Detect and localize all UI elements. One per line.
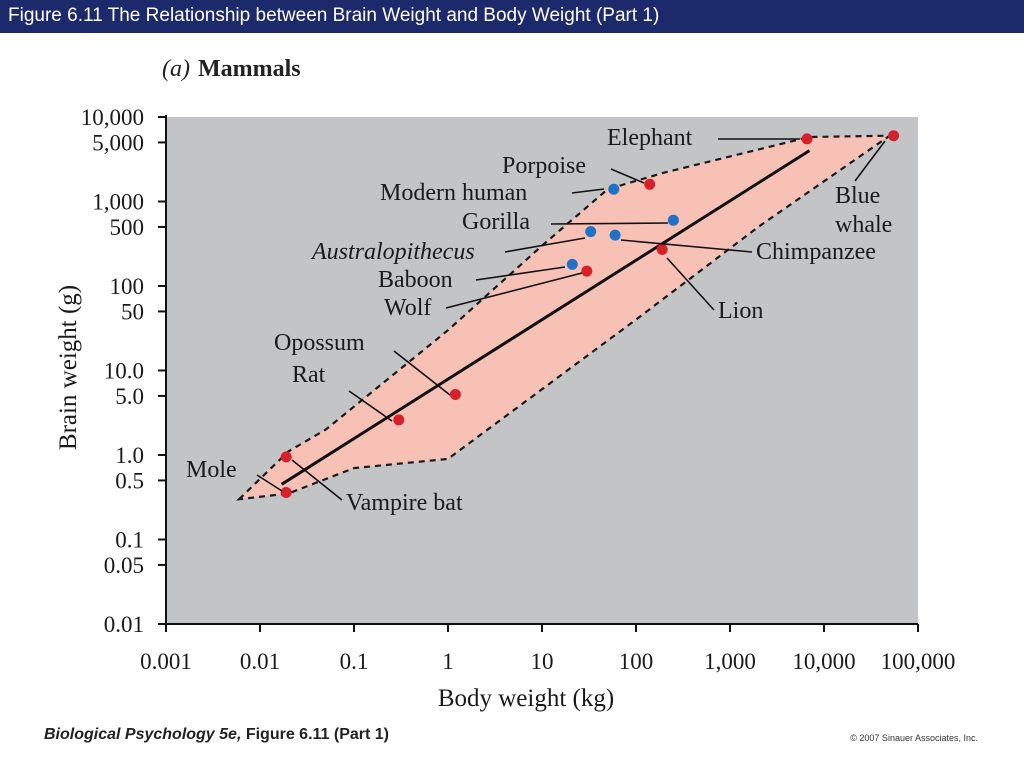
x-tick-label: 1,000	[704, 649, 756, 674]
leader-line-australopithecus	[504, 237, 586, 253]
x-tick-label: 100	[619, 649, 654, 674]
point-label-gorilla: Gorilla	[462, 209, 530, 235]
y-tick-label: 0.05	[104, 553, 144, 578]
leader-line-rat	[348, 390, 393, 422]
leader-line-wolf	[445, 272, 583, 309]
point-label-chimpanzee: Chimpanzee	[756, 239, 876, 265]
point-label-rat: Rat	[292, 362, 326, 388]
x-tick-label: 10,000	[792, 649, 855, 674]
point-label-modern-human: Modern human	[380, 180, 527, 206]
y-tick-label: 10.0	[104, 359, 144, 384]
data-point-modern-human	[608, 183, 620, 195]
panel-letter: (a)	[162, 56, 190, 82]
data-point-wolf	[581, 265, 593, 277]
leader-line-lion	[666, 257, 715, 311]
leader-line-vampire-bat	[291, 459, 343, 501]
y-tick-label: 5.0	[115, 384, 144, 409]
point-label-baboon: Baboon	[378, 267, 453, 293]
point-label-lion: Lion	[718, 298, 763, 324]
y-tick-label: 5,000	[92, 130, 144, 155]
y-tick-label: 1,000	[92, 190, 144, 215]
data-point-blue-whale	[888, 130, 900, 142]
data-point-porpoise	[644, 178, 656, 190]
point-label-wolf: Wolf	[384, 295, 431, 321]
leader-line-mole	[256, 474, 283, 492]
figure-title: Figure 6.11 The Relationship between Bra…	[8, 5, 660, 26]
y-tick-label: 0.1	[115, 528, 144, 553]
y-tick-label: 1.0	[115, 443, 144, 468]
footer-copyright: © 2007 Sinauer Associates, Inc.	[850, 733, 978, 743]
data-point-chimpanzee	[609, 229, 621, 241]
point-label-mole: Mole	[186, 457, 237, 483]
x-tick-label: 100,000	[881, 649, 956, 674]
y-tick-label: 500	[110, 215, 145, 240]
x-tick-label: 1	[442, 649, 454, 674]
leader-line-opossum	[393, 350, 451, 396]
y-axis-label: Brain weight (g)	[55, 285, 82, 450]
leader-line-modern-human	[571, 188, 605, 194]
panel-label: (a) Mammals	[162, 56, 301, 83]
data-point-rat	[393, 414, 405, 426]
title-bar: Figure 6.11 The Relationship between Bra…	[0, 0, 1024, 33]
x-tick-label: 10	[531, 649, 554, 674]
x-tick-label: 0.001	[140, 649, 192, 674]
y-tick-label: 50	[121, 299, 144, 324]
panel-name: Mammals	[197, 56, 301, 82]
footer-citation: Biological Psychology 5e, Figure 6.11 (P…	[44, 726, 389, 744]
x-tick-label: 0.01	[240, 649, 280, 674]
y-tick-label: 10,000	[81, 105, 144, 130]
leader-line-gorilla	[550, 222, 669, 225]
data-point-opossum	[449, 389, 461, 400]
point-label-vampire-bat: Vampire bat	[346, 490, 463, 516]
data-point-gorilla	[667, 214, 679, 226]
data-point-australopithecus	[585, 226, 597, 238]
x-axis-label: Body weight (kg)	[438, 685, 614, 712]
point-label-elephant: Elephant	[607, 125, 693, 151]
y-tick-label: 100	[110, 274, 145, 299]
data-point-lion	[656, 244, 668, 255]
leader-line-baboon	[475, 266, 566, 281]
footer-book-title: Biological Psychology 5e,	[44, 726, 242, 743]
data-point-vampire-bat	[280, 451, 292, 463]
point-label-porpoise: Porpoise	[502, 153, 586, 179]
point-label-australopithecus: Australopithecus	[310, 239, 475, 265]
x-tick-label: 0.1	[340, 649, 369, 674]
footer-figure-ref: Figure 6.11 (Part 1)	[241, 726, 389, 743]
y-tick-label: 0.01	[104, 612, 144, 637]
point-label-opossum: Opossum	[274, 330, 365, 356]
data-point-baboon	[566, 258, 578, 270]
data-point-mole	[280, 487, 292, 498]
regression-line	[280, 149, 811, 486]
data-point-elephant	[801, 133, 813, 145]
leader-line-chimpanzee	[620, 239, 753, 253]
leader-line-porpoise	[610, 168, 645, 184]
leader-line-blue-whale	[854, 140, 886, 182]
point-label-blue-whale: Blue whale	[835, 183, 892, 238]
y-tick-label: 0.5	[115, 468, 144, 493]
